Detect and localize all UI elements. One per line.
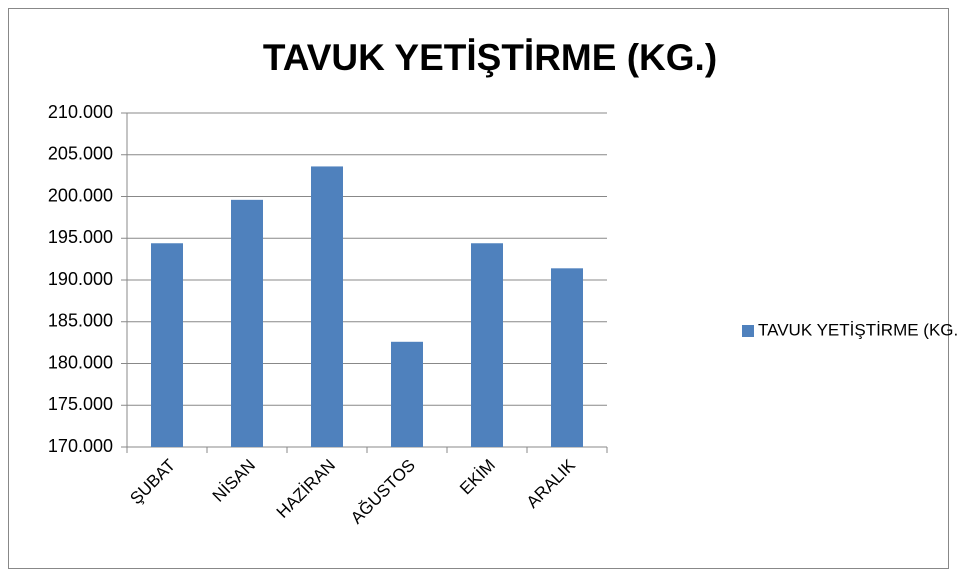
y-tick-label: 170.000 [48, 436, 113, 456]
y-tick-label: 190.000 [48, 269, 113, 289]
y-tick-label: 175.000 [48, 394, 113, 414]
y-tick-label: 180.000 [48, 352, 113, 372]
legend-swatch [742, 325, 754, 337]
y-tick-label: 200.000 [48, 185, 113, 205]
y-tick-label: 205.000 [48, 144, 113, 164]
legend-label: TAVUK YETİŞTİRME (KG.) [758, 320, 958, 339]
chart-title: TAVUK YETİŞTİRME (KG.) [263, 37, 717, 78]
bar [311, 166, 343, 447]
y-tick-label: 185.000 [48, 311, 113, 331]
bar [151, 243, 183, 447]
bar [391, 341, 423, 447]
bar [551, 268, 583, 447]
y-tick-label: 210.000 [48, 102, 113, 122]
y-tick-label: 195.000 [48, 227, 113, 247]
bar [231, 199, 263, 447]
bar [471, 243, 503, 447]
